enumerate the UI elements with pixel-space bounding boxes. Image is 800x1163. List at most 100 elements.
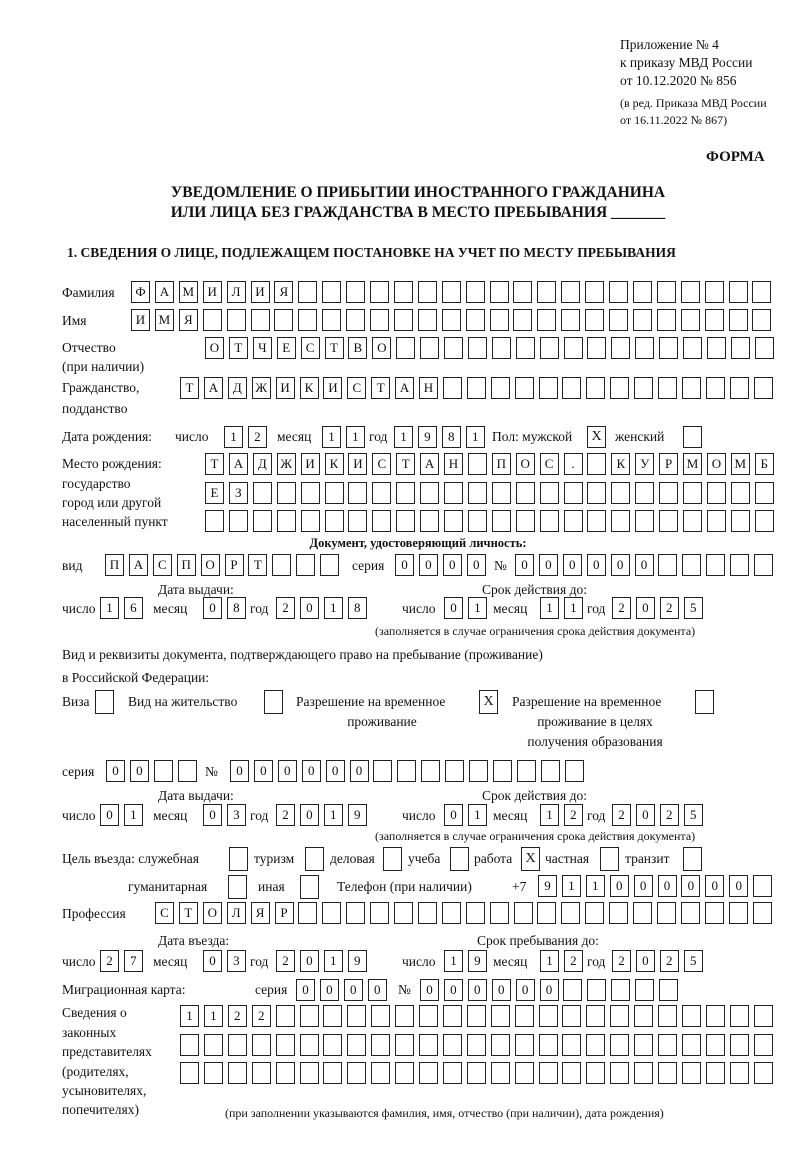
- char-box[interactable]: 1: [465, 426, 485, 448]
- char-box[interactable]: 0: [610, 554, 630, 576]
- char-box[interactable]: [489, 309, 509, 331]
- char-box[interactable]: [180, 1034, 199, 1056]
- char-box[interactable]: Т: [205, 453, 224, 475]
- char-box[interactable]: 5: [683, 950, 703, 972]
- char-box[interactable]: [706, 482, 726, 504]
- char-box[interactable]: [203, 1062, 223, 1084]
- char-box[interactable]: [347, 1062, 367, 1084]
- char-box[interactable]: С: [152, 554, 172, 576]
- char-box[interactable]: [753, 1034, 773, 1056]
- char-box[interactable]: [728, 281, 748, 303]
- char-box[interactable]: 2: [612, 804, 631, 826]
- char-box[interactable]: [706, 510, 726, 532]
- char-box[interactable]: 0: [106, 760, 125, 782]
- char-box[interactable]: 1: [323, 804, 343, 826]
- char-box[interactable]: И: [300, 453, 320, 475]
- char-box[interactable]: 9: [467, 950, 487, 972]
- char-box[interactable]: А: [228, 453, 248, 475]
- char-box[interactable]: [635, 482, 655, 504]
- char-box[interactable]: 0: [705, 875, 725, 897]
- char-box[interactable]: [252, 482, 272, 504]
- char-box[interactable]: 1: [540, 950, 559, 972]
- char-box[interactable]: [728, 309, 748, 331]
- char-box[interactable]: 1: [540, 804, 559, 826]
- char-box[interactable]: 8: [226, 597, 246, 619]
- char-box[interactable]: [753, 1062, 773, 1084]
- char-box[interactable]: [395, 1005, 415, 1027]
- char-box[interactable]: [635, 979, 655, 1001]
- char-box[interactable]: [276, 510, 296, 532]
- char-box[interactable]: [632, 281, 652, 303]
- reps-field[interactable]: [180, 1062, 778, 1084]
- char-box[interactable]: 1: [561, 875, 581, 897]
- char-box[interactable]: [372, 510, 392, 532]
- char-box[interactable]: [514, 377, 534, 399]
- char-box[interactable]: [730, 337, 750, 359]
- char-box[interactable]: [729, 377, 749, 399]
- char-box[interactable]: [370, 281, 389, 303]
- char-box[interactable]: 8: [347, 597, 367, 619]
- char-box[interactable]: [441, 902, 461, 924]
- char-box[interactable]: [420, 510, 440, 532]
- char-box[interactable]: [513, 309, 533, 331]
- reps-field[interactable]: [180, 1034, 778, 1056]
- char-box[interactable]: [466, 1034, 486, 1056]
- char-box[interactable]: 0: [657, 875, 677, 897]
- residence-checkbox[interactable]: [264, 690, 283, 714]
- char-box[interactable]: Ж: [276, 453, 296, 475]
- char-box[interactable]: [489, 281, 509, 303]
- purpose-private-checkbox[interactable]: [600, 847, 619, 871]
- char-box[interactable]: [656, 281, 676, 303]
- char-box[interactable]: [659, 979, 678, 1001]
- char-box[interactable]: [537, 309, 557, 331]
- char-box[interactable]: П: [105, 554, 124, 576]
- char-box[interactable]: 1: [123, 804, 143, 826]
- char-box[interactable]: 0: [515, 979, 535, 1001]
- char-box[interactable]: [634, 1034, 654, 1056]
- char-box[interactable]: [632, 309, 652, 331]
- char-box[interactable]: С: [539, 453, 559, 475]
- char-box[interactable]: [704, 281, 724, 303]
- char-box[interactable]: [489, 902, 509, 924]
- char-box[interactable]: 0: [299, 804, 319, 826]
- sex-female-checkbox[interactable]: [683, 426, 702, 448]
- char-box[interactable]: [445, 760, 465, 782]
- char-box[interactable]: У: [635, 453, 655, 475]
- char-box[interactable]: [515, 510, 535, 532]
- char-box[interactable]: [681, 1005, 701, 1027]
- char-box[interactable]: [417, 309, 437, 331]
- char-box[interactable]: [444, 510, 463, 532]
- purpose-transit-checkbox[interactable]: [683, 847, 702, 871]
- char-box[interactable]: 0: [203, 597, 222, 619]
- char-box[interactable]: Б: [754, 453, 774, 475]
- char-box[interactable]: 1: [100, 597, 119, 619]
- char-box[interactable]: [274, 309, 294, 331]
- char-box[interactable]: [680, 309, 700, 331]
- char-box[interactable]: 2: [227, 1005, 247, 1027]
- char-box[interactable]: 0: [277, 760, 297, 782]
- char-box[interactable]: 0: [444, 597, 463, 619]
- purpose-work-checkbox[interactable]: X: [521, 847, 540, 871]
- char-box[interactable]: [227, 1062, 247, 1084]
- char-box[interactable]: Е: [276, 337, 296, 359]
- char-box[interactable]: К: [611, 453, 631, 475]
- char-box[interactable]: 0: [319, 979, 339, 1001]
- char-box[interactable]: [442, 1062, 462, 1084]
- char-box[interactable]: Ф: [131, 281, 150, 303]
- char-box[interactable]: [251, 1034, 271, 1056]
- char-box[interactable]: А: [420, 453, 440, 475]
- char-box[interactable]: [656, 309, 676, 331]
- char-box[interactable]: Я: [274, 281, 294, 303]
- char-box[interactable]: З: [228, 482, 248, 504]
- char-box[interactable]: [585, 281, 605, 303]
- char-box[interactable]: [346, 902, 366, 924]
- char-box[interactable]: [490, 1005, 510, 1027]
- char-box[interactable]: 2: [276, 950, 295, 972]
- char-box[interactable]: [562, 377, 582, 399]
